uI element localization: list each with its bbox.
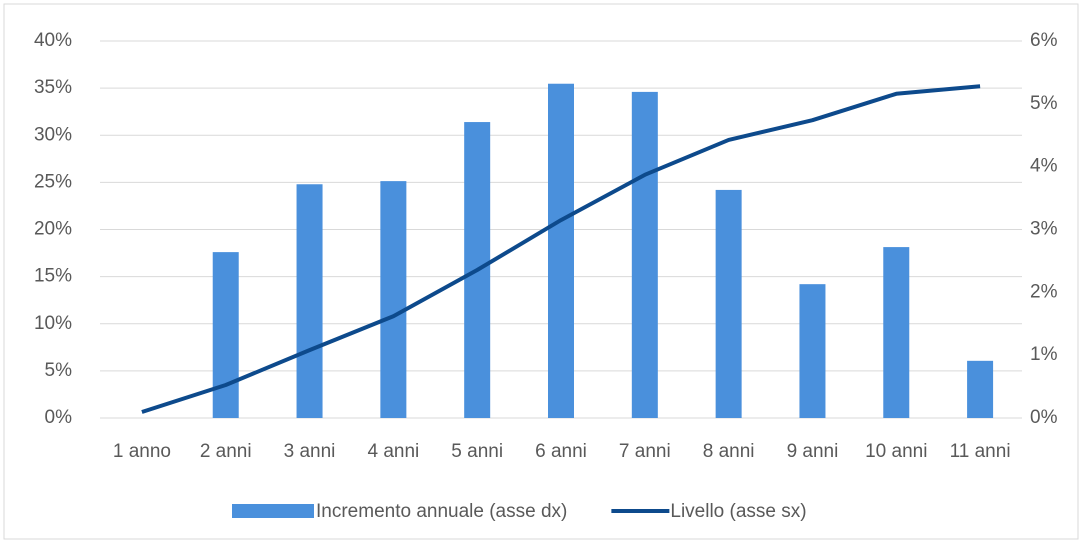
y-tick-label: 25% (34, 171, 72, 192)
x-tick-label: 3 anni (284, 441, 336, 462)
legend-label: Incremento annuale (asse dx) (316, 501, 567, 522)
bar (799, 284, 826, 418)
bar (212, 252, 239, 418)
y2-tick-label: 5% (1030, 93, 1058, 114)
bar (631, 91, 658, 419)
x-tick-label: 7 anni (619, 441, 671, 462)
y-tick-label: 10% (34, 313, 72, 334)
legend-swatch (232, 504, 314, 518)
y-tick-label: 15% (34, 266, 72, 287)
bar (715, 189, 742, 418)
bar (967, 360, 994, 418)
y2-tick-label: 3% (1030, 219, 1058, 240)
line (141, 84, 981, 414)
y2-tick-label: 6% (1030, 30, 1058, 51)
y2-tick-label: 1% (1030, 344, 1058, 365)
y-tick-label: 20% (34, 219, 72, 240)
x-tick-label: 2 anni (200, 441, 252, 462)
x-tick-label: 10 anni (865, 441, 927, 462)
x-tick-label: 1 anno (113, 441, 171, 462)
y2-tick-label: 0% (1030, 407, 1058, 428)
y2-tick-label: 4% (1030, 156, 1058, 177)
x-tick-label: 11 anni (950, 441, 1011, 462)
y-tick-label: 30% (34, 124, 72, 145)
bar (548, 83, 574, 418)
x-tick-label: 9 anni (787, 441, 839, 462)
x-tick-label: 6 anni (535, 441, 587, 462)
legend-label: Livello (asse sx) (670, 501, 806, 522)
y2-tick-label: 2% (1030, 281, 1058, 302)
bar (380, 181, 407, 418)
x-tick-label: 4 anni (367, 441, 419, 462)
bar (296, 184, 323, 418)
y-tick-label: 5% (45, 360, 73, 381)
y-tick-label: 35% (34, 77, 72, 98)
bar (883, 247, 910, 418)
y-tick-label: 0% (45, 407, 73, 428)
x-tick-label: 5 anni (451, 441, 503, 462)
x-tick-label: 8 anni (703, 441, 755, 462)
y-tick-label: 40% (34, 30, 72, 51)
